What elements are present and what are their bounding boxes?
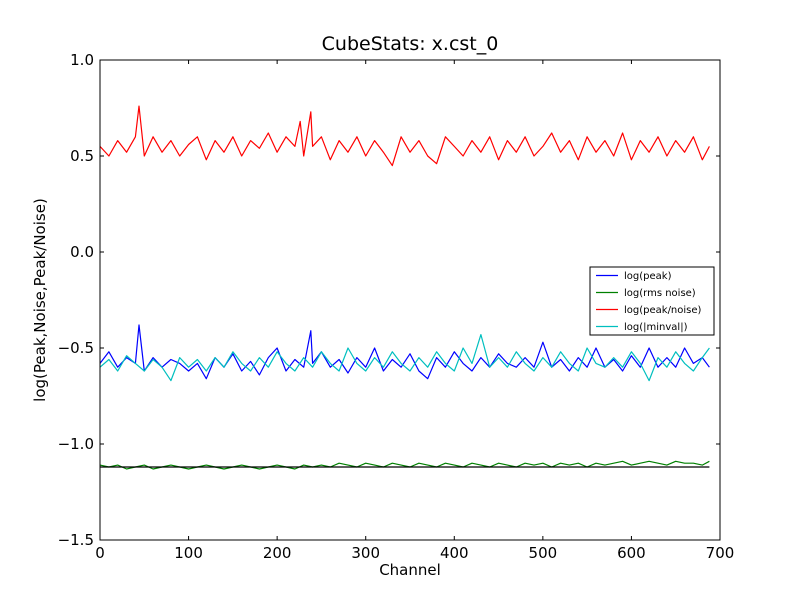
y-tick-label: 1.0 — [70, 51, 94, 69]
legend-label: log(|minval|) — [624, 322, 688, 333]
x-tick-label: 300 — [351, 544, 380, 562]
legend-label: log(peak) — [624, 271, 672, 282]
x-tick-label: 700 — [706, 544, 735, 562]
legend-label: log(rms noise) — [624, 288, 696, 299]
y-tick-label: −0.5 — [58, 339, 94, 357]
x-tick-label: 100 — [174, 544, 203, 562]
y-tick-label: −1.0 — [58, 435, 94, 453]
y-tick-label: −1.5 — [58, 531, 94, 549]
x-tick-label: 400 — [440, 544, 469, 562]
legend: log(peak) log(rms noise) log(peak/noise) lo… — [589, 266, 715, 336]
y-tick-label: 0.5 — [70, 147, 94, 165]
series-layer — [99, 105, 710, 470]
x-axis-label: Channel — [379, 561, 441, 579]
chart-title: CubeStats: x.cst_0 — [321, 33, 499, 55]
tick-layer: 0 100 200 300 400 500 600 700 1.0 0.5 0.0 −0.5 −1.0 −… — [58, 51, 735, 562]
y-axis-label: log(Peak,Noise,Peak/Noise) — [31, 198, 49, 402]
x-tick-label: 600 — [617, 544, 646, 562]
plot-frame — [99, 59, 721, 541]
x-tick-label: 200 — [263, 544, 292, 562]
series-line-log-peak-noise- — [99, 105, 710, 167]
x-tick-label: 0 — [95, 544, 105, 562]
legend-label: log(peak/noise) — [624, 305, 702, 316]
series-line-log-minval- — [99, 334, 710, 382]
y-tick-label: 0.0 — [70, 243, 94, 261]
series-line-log-rms-noise- — [99, 460, 710, 470]
x-tick-label: 500 — [529, 544, 558, 562]
legend-box — [589, 266, 715, 336]
